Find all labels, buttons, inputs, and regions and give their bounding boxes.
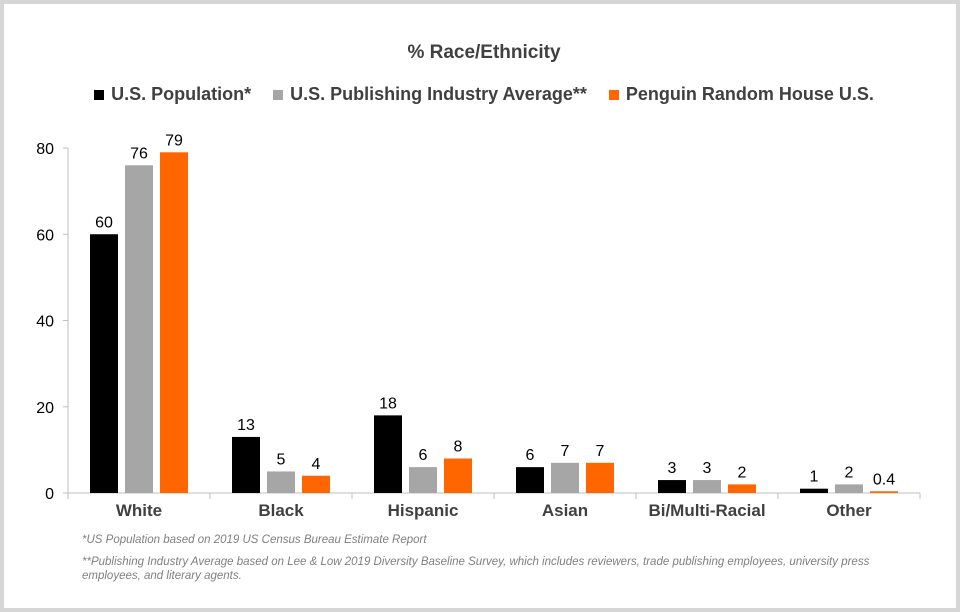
x-tick-label: Asian [542, 501, 588, 520]
data-label: 6 [526, 447, 535, 464]
bar [232, 436, 260, 493]
bar [586, 462, 614, 493]
chart-title: % Race/Ethnicity [407, 42, 561, 63]
bar [160, 152, 188, 493]
bar [374, 415, 402, 493]
data-label: 3 [703, 460, 712, 477]
legend-label-publishing-average: U.S. Publishing Industry Average** [290, 84, 587, 104]
legend-item-us-population: U.S. Population* [94, 84, 251, 105]
y-tick-label: 0 [45, 486, 54, 503]
bar [835, 484, 863, 493]
data-label: 2 [845, 464, 854, 481]
legend-item-publishing-average: U.S. Publishing Industry Average** [273, 84, 587, 105]
footnote-census: *US Population based on 2019 US Census B… [82, 534, 427, 546]
bar [267, 471, 295, 493]
bar [870, 491, 898, 493]
data-label: 3 [668, 460, 677, 477]
data-label: 5 [277, 451, 286, 468]
bar [728, 484, 756, 493]
data-label: 8 [454, 439, 463, 456]
y-tick-label: 80 [36, 141, 54, 158]
y-tick-label: 40 [36, 314, 54, 331]
data-label: 18 [379, 395, 397, 412]
bar [551, 462, 579, 493]
footnotes: *US Population based on 2019 US Census B… [82, 533, 922, 591]
data-label: 76 [130, 145, 148, 162]
data-label: 60 [95, 214, 113, 231]
footnote-lee-low: **Publishing Industry Average based on L… [82, 556, 870, 582]
data-label: 2 [738, 464, 747, 481]
x-tick-label: Other [826, 501, 872, 520]
data-label: 1 [810, 469, 819, 486]
y-tick-label: 20 [36, 400, 54, 417]
legend-swatch-us-population [94, 89, 105, 100]
legend: U.S. Population* U.S. Publishing Industr… [4, 84, 960, 105]
data-label: 79 [165, 132, 183, 149]
data-label: 6 [419, 447, 428, 464]
data-label: 7 [596, 443, 605, 460]
x-tick-label: Black [258, 501, 304, 520]
y-tick-label: 60 [36, 227, 54, 244]
x-tick-label: Hispanic [388, 501, 459, 520]
bar [658, 480, 686, 493]
bar [125, 165, 153, 493]
x-tick-label: White [116, 501, 162, 520]
x-tick-label: Bi/Multi-Racial [648, 501, 765, 520]
data-label: 7 [561, 443, 570, 460]
data-label: 13 [237, 417, 255, 434]
legend-swatch-penguin-random-house [608, 89, 619, 100]
data-label: 4 [312, 456, 321, 473]
legend-item-penguin-random-house: Penguin Random House U.S. [608, 84, 874, 105]
bar [800, 488, 828, 493]
bar [444, 458, 472, 493]
legend-swatch-publishing-average [273, 89, 284, 100]
bar [516, 467, 544, 493]
bar [302, 475, 330, 493]
legend-label-penguin-random-house: Penguin Random House U.S. [625, 84, 874, 104]
bar [409, 467, 437, 493]
legend-label-us-population: U.S. Population* [111, 84, 252, 104]
data-label: 0.4 [873, 471, 895, 488]
bar [90, 234, 118, 493]
bar [693, 480, 721, 493]
